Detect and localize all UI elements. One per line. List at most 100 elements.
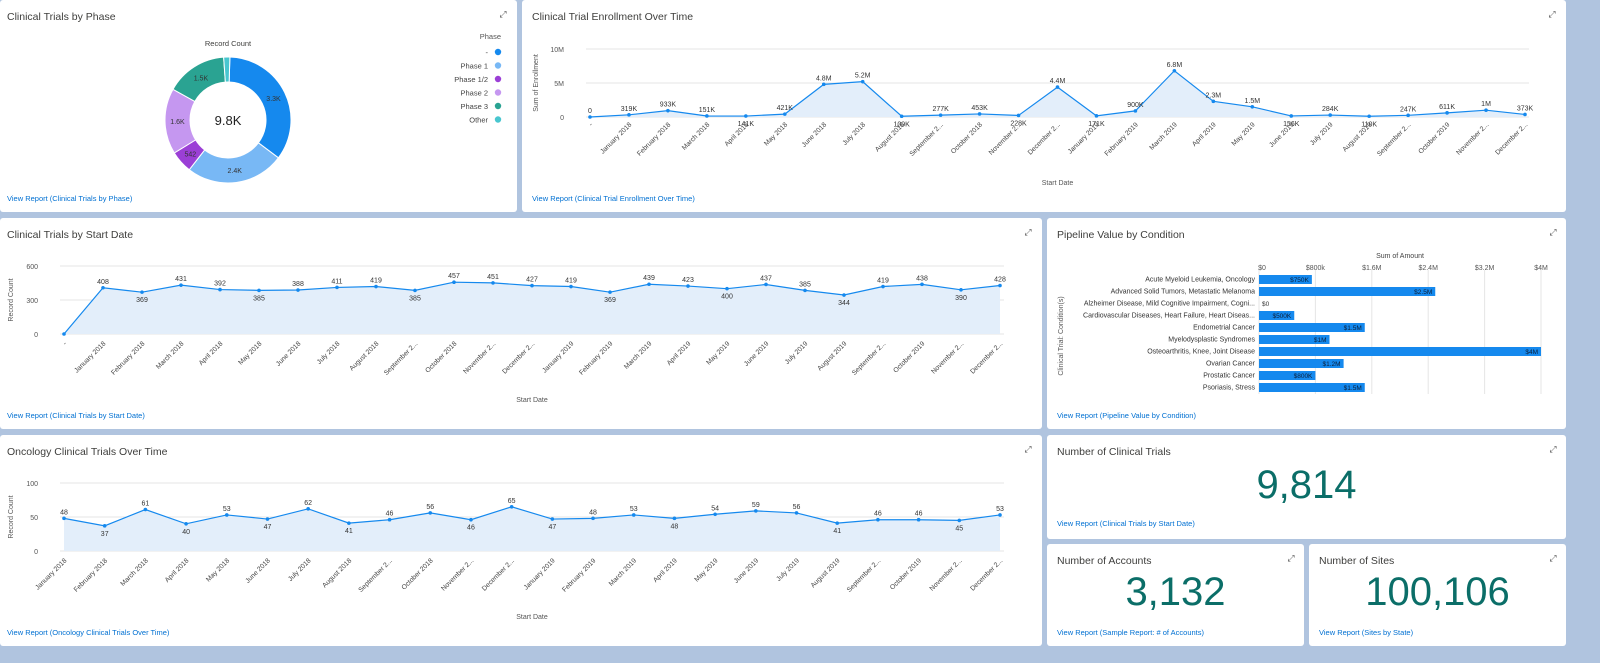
x-tick-label: August 2019 [810,557,842,589]
data-point [257,288,261,293]
bar [1259,275,1312,284]
data-label: 46 [386,511,394,518]
data-label: 48 [589,509,597,516]
data-label: 421K [777,105,794,112]
data-label: 437 [760,275,772,282]
donut-slice-label: 1.6K [170,119,185,126]
data-point [920,282,924,287]
donut-title: Record Count [205,39,252,48]
data-point [959,288,963,292]
x-tick-label: October 2018 [424,340,458,374]
bar-label: $500K [1272,313,1291,320]
bar-chart-title: Sum of Amount [1376,253,1424,260]
data-label: 37 [101,531,109,538]
y-axis-label: Record Count [8,495,15,538]
phase-donut-chart: Record Count 3.3K 2.4K 542 1.6K 1.5K 9.8K Phase… [164,32,502,184]
x-tick-label: January 2019 [523,557,557,591]
data-point [608,290,612,294]
startdate-view-report-link[interactable]: View Report (Clinical Trials by Start Da… [7,411,145,420]
x-tick-label: November 2... [462,340,497,375]
data-point [916,517,921,522]
data-point [998,513,1002,517]
x-tick-label: March 2019 [608,557,638,587]
x-tick-label: September 2... [383,340,420,377]
x-tick-label: April 2019 [1191,121,1218,148]
data-point [62,332,66,336]
data-label: 284K [1322,106,1339,113]
expand-icon[interactable]: ⤢ [1287,553,1295,563]
bar [1259,311,1295,320]
num-accounts-view-report-link[interactable]: View Report (Sample Report: # of Account… [1057,628,1205,637]
bar-label: $2.5M [1414,289,1432,296]
x-tick-label: September 2... [357,557,394,594]
data-point [179,283,183,287]
pipeline-bar-chart: Sum of Amount $0 $800k $1.6M $2.4M $3.2M $4M Cl… [1058,253,1548,394]
data-point [530,283,534,288]
x-tick-label: November 2... [1455,121,1490,156]
oncology-view-report-link[interactable]: View Report (Oncology Clinical Trials Ov… [7,628,170,637]
num-trials-value: 9,814 [1256,463,1357,507]
legend-item-swatch [494,62,502,69]
data-point [1172,68,1177,73]
data-label: 1M [1481,101,1491,108]
y-tick-label: 300 [26,298,38,305]
data-point [452,280,456,285]
expand-icon[interactable]: ⤢ [1024,444,1032,454]
x-tick-label: November 2... [929,557,964,592]
data-label: 171K [1088,121,1105,128]
x-axis-label: Start Date [516,614,548,621]
enrollment-view-report-link[interactable]: View Report (Clinical Trial Enrollment O… [532,194,695,203]
x-tick-label: February 2019 [561,557,597,593]
x-tick-label: October 2018 [401,557,435,591]
enrollment-card-title: Clinical Trial Enrollment Over Time [532,11,694,23]
bar-label: $0 [1262,301,1270,308]
x-tick-label: $800k [1306,265,1326,272]
bar [1259,323,1365,332]
y-axis-label: Record Count [8,278,15,321]
legend-item-label: Phase 1 [460,62,488,71]
data-point [1328,113,1333,117]
bar [1259,347,1541,356]
data-point [1484,108,1488,112]
data-point [491,281,495,285]
data-label: 109K [893,121,910,128]
expand-icon[interactable]: ⤢ [1549,444,1557,454]
expand-icon[interactable]: ⤢ [1549,553,1557,563]
expand-icon[interactable]: ⤢ [1549,227,1557,237]
data-label: 611K [1439,104,1455,111]
data-point [140,290,144,294]
y-tick-label: 5M [554,81,564,88]
phase-view-report-link[interactable]: View Report (Clinical Trials by Phase) [7,194,133,203]
data-label: 277K [932,106,949,113]
data-point [428,511,433,515]
x-tick-label: July 2019 [775,557,801,583]
x-tick-label: March 2018 [119,557,149,587]
area-fill [64,282,1000,334]
expand-icon[interactable]: ⤢ [499,9,507,19]
data-label: 344 [838,300,850,307]
legend-item-swatch [494,75,502,83]
x-tick-label: January 2019 [541,340,575,374]
x-tick-label: November 2... [988,121,1023,156]
data-label: 453K [971,105,988,112]
bar-label: $1.5M [1344,385,1362,392]
x-tick-label: July 2018 [287,557,313,583]
pipeline-view-report-link[interactable]: View Report (Pipeline Value by Condition… [1057,411,1196,420]
num-trials-view-report-link[interactable]: View Report (Clinical Trials by Start Da… [1057,519,1195,528]
expand-icon[interactable]: ⤢ [1548,9,1556,19]
donut-slice-label: 3.3K [266,96,281,103]
data-label: 46 [874,511,882,518]
x-tick-label: July 2019 [784,340,810,366]
expand-icon[interactable]: ⤢ [1024,227,1032,237]
data-label: 385 [253,295,265,302]
x-tick-label: August 2018 [348,340,380,372]
bar [1259,383,1365,392]
data-label: 65 [508,498,516,505]
data-point [821,82,826,87]
bar-label: $1.5M [1344,325,1362,332]
y-axis-label: Clinical Trial: Condition(s) [1058,296,1065,375]
num-sites-view-report-link[interactable]: View Report (Sites by State) [1319,628,1414,637]
x-tick-label: May 2019 [705,340,731,366]
data-point [1016,113,1021,118]
data-label: 6.8M [1167,62,1183,69]
